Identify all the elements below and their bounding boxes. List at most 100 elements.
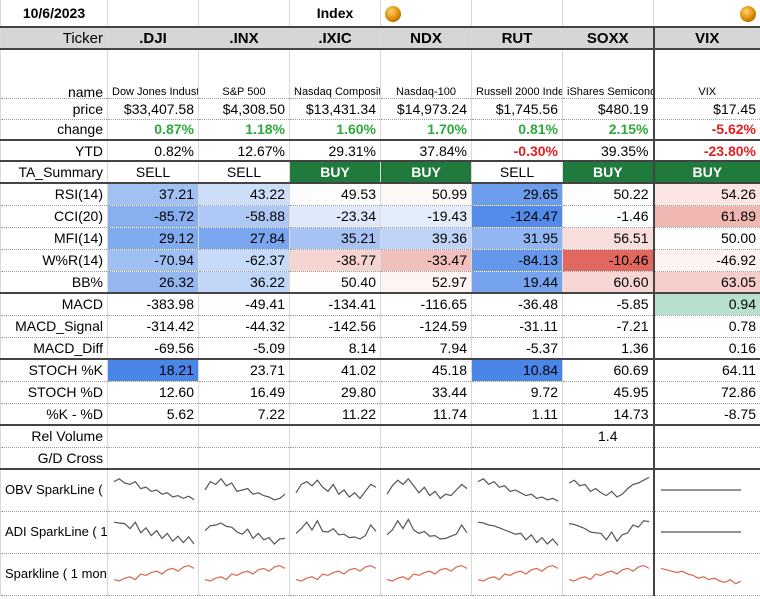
macd-signal-cell[interactable]: -31.11	[471, 314, 563, 338]
mfi-cell[interactable]: 56.51	[562, 226, 654, 250]
stoch-d-cell[interactable]: 9.72	[471, 380, 563, 404]
stoch-d-cell[interactable]: 45.95	[562, 380, 654, 404]
row-label-macd-signal[interactable]: MACD_Signal	[0, 314, 108, 338]
ticker-cell[interactable]: .DJI	[107, 26, 199, 50]
change-cell[interactable]: 0.87%	[107, 118, 199, 141]
empty-cell[interactable]	[107, 0, 199, 28]
obv-sparkline-cell[interactable]	[652, 468, 760, 512]
name-cell[interactable]: S&P 500	[198, 48, 290, 99]
macd-diff-cell[interactable]: 0.16	[652, 336, 760, 360]
macd-diff-cell[interactable]: 1.36	[562, 336, 654, 360]
bb-cell[interactable]: 19.44	[471, 270, 563, 294]
obv-sparkline-cell[interactable]	[380, 468, 472, 512]
price-cell[interactable]: $4,308.50	[198, 97, 290, 120]
obv-sparkline-cell[interactable]	[289, 468, 381, 512]
row-label-macd[interactable]: MACD	[0, 292, 108, 316]
gd-cross-cell[interactable]	[107, 446, 199, 470]
change-cell[interactable]: 1.70%	[380, 118, 472, 141]
change-cell[interactable]: 1.18%	[198, 118, 290, 141]
bb-cell[interactable]: 60.60	[562, 270, 654, 294]
bb-cell[interactable]: 26.32	[107, 270, 199, 294]
empty-cell[interactable]	[562, 0, 654, 28]
wr-cell[interactable]: -84.13	[471, 248, 563, 272]
macd-signal-cell[interactable]: -142.56	[289, 314, 381, 338]
stoch-k-cell[interactable]: 10.84	[471, 358, 563, 382]
rsi-cell[interactable]: 37.21	[107, 182, 199, 206]
macd-diff-cell[interactable]: -5.09	[198, 336, 290, 360]
empty-cell[interactable]	[198, 0, 290, 28]
cci-cell[interactable]: -19.43	[380, 204, 472, 228]
wr-cell[interactable]: -46.92	[652, 248, 760, 272]
row-label-rel-volume[interactable]: Rel Volume	[0, 424, 108, 448]
price-sparkline-cell[interactable]	[380, 552, 472, 596]
wr-cell[interactable]: -38.77	[289, 248, 381, 272]
price-sparkline-cell[interactable]	[652, 552, 760, 596]
ta-summary-cell[interactable]: SELL	[107, 160, 199, 184]
mfi-cell[interactable]: 29.12	[107, 226, 199, 250]
cci-cell[interactable]: -85.72	[107, 204, 199, 228]
rsi-cell[interactable]: 43.22	[198, 182, 290, 206]
row-label-cci[interactable]: CCI(20)	[0, 204, 108, 228]
macd-diff-cell[interactable]: -5.37	[471, 336, 563, 360]
gd-cross-cell[interactable]	[471, 446, 563, 470]
rsi-cell[interactable]: 54.26	[652, 182, 760, 206]
cci-cell[interactable]: -124.47	[471, 204, 563, 228]
rsi-cell[interactable]: 49.53	[289, 182, 381, 206]
gd-cross-cell[interactable]	[289, 446, 381, 470]
stoch-d-cell[interactable]: 16.49	[198, 380, 290, 404]
ticker-cell[interactable]: .INX	[198, 26, 290, 50]
k-minus-d-cell[interactable]: 11.22	[289, 402, 381, 426]
name-cell[interactable]: Dow Jones Industrial Average	[107, 48, 199, 99]
stoch-k-cell[interactable]: 60.69	[562, 358, 654, 382]
k-minus-d-cell[interactable]: -8.75	[652, 402, 760, 426]
bb-cell[interactable]: 63.05	[652, 270, 760, 294]
name-cell[interactable]: Nasdaq-100	[380, 48, 472, 99]
ta-summary-cell[interactable]: SELL	[198, 160, 290, 184]
macd-signal-cell[interactable]: 0.78	[652, 314, 760, 338]
row-label-change[interactable]: change	[0, 118, 108, 141]
rel-volume-cell[interactable]: 1.4	[562, 424, 654, 448]
rel-volume-cell[interactable]	[289, 424, 381, 448]
adi-sparkline-cell[interactable]	[471, 510, 563, 554]
price-cell[interactable]: $33,407.58	[107, 97, 199, 120]
ytd-cell[interactable]: 37.84%	[380, 139, 472, 162]
rel-volume-cell[interactable]	[198, 424, 290, 448]
stoch-d-cell[interactable]: 72.86	[652, 380, 760, 404]
ticker-cell[interactable]: SOXX	[562, 26, 654, 50]
stoch-d-cell[interactable]: 33.44	[380, 380, 472, 404]
row-label-sparkline[interactable]: Sparkline ( 1 month)	[0, 552, 108, 596]
ticker-cell[interactable]: .IXIC	[289, 26, 381, 50]
macd-signal-cell[interactable]: -44.32	[198, 314, 290, 338]
price-sparkline-cell[interactable]	[107, 552, 199, 596]
gd-cross-cell[interactable]	[562, 446, 654, 470]
wr-cell[interactable]: -62.37	[198, 248, 290, 272]
change-cell[interactable]: -5.62%	[652, 118, 760, 141]
ta-summary-cell[interactable]: BUY	[380, 160, 472, 184]
date-cell[interactable]: 10/6/2023	[0, 0, 108, 28]
gd-cross-cell[interactable]	[652, 446, 760, 470]
row-label-ytd[interactable]: YTD	[0, 139, 108, 162]
macd-cell[interactable]: -116.65	[380, 292, 472, 316]
icon-cell[interactable]	[653, 0, 760, 28]
name-cell[interactable]: iShares Semiconductor ETF	[562, 48, 654, 99]
price-sparkline-cell[interactable]	[289, 552, 381, 596]
row-label-ta-summary[interactable]: TA_Summary	[0, 160, 108, 184]
row-label-adi-sparkline[interactable]: ADI SparkLine ( 1 month)	[0, 510, 108, 554]
stoch-k-cell[interactable]: 18.21	[107, 358, 199, 382]
ticker-cell[interactable]: VIX	[652, 26, 760, 50]
macd-cell[interactable]: -5.85	[562, 292, 654, 316]
row-label-stoch-k[interactable]: STOCH %K	[0, 358, 108, 382]
cci-cell[interactable]: -58.88	[198, 204, 290, 228]
bb-cell[interactable]: 52.97	[380, 270, 472, 294]
stoch-k-cell[interactable]: 64.11	[652, 358, 760, 382]
title-cell[interactable]: Index	[289, 0, 381, 28]
change-cell[interactable]: 1.60%	[289, 118, 381, 141]
adi-sparkline-cell[interactable]	[107, 510, 199, 554]
ytd-cell[interactable]: 12.67%	[198, 139, 290, 162]
price-sparkline-cell[interactable]	[198, 552, 290, 596]
change-cell[interactable]: 2.15%	[562, 118, 654, 141]
row-label-obv-sparkline[interactable]: OBV SparkLine ( 1 month)	[0, 468, 108, 512]
stoch-d-cell[interactable]: 12.60	[107, 380, 199, 404]
stoch-d-cell[interactable]: 29.80	[289, 380, 381, 404]
ta-summary-cell[interactable]: BUY	[652, 160, 760, 184]
